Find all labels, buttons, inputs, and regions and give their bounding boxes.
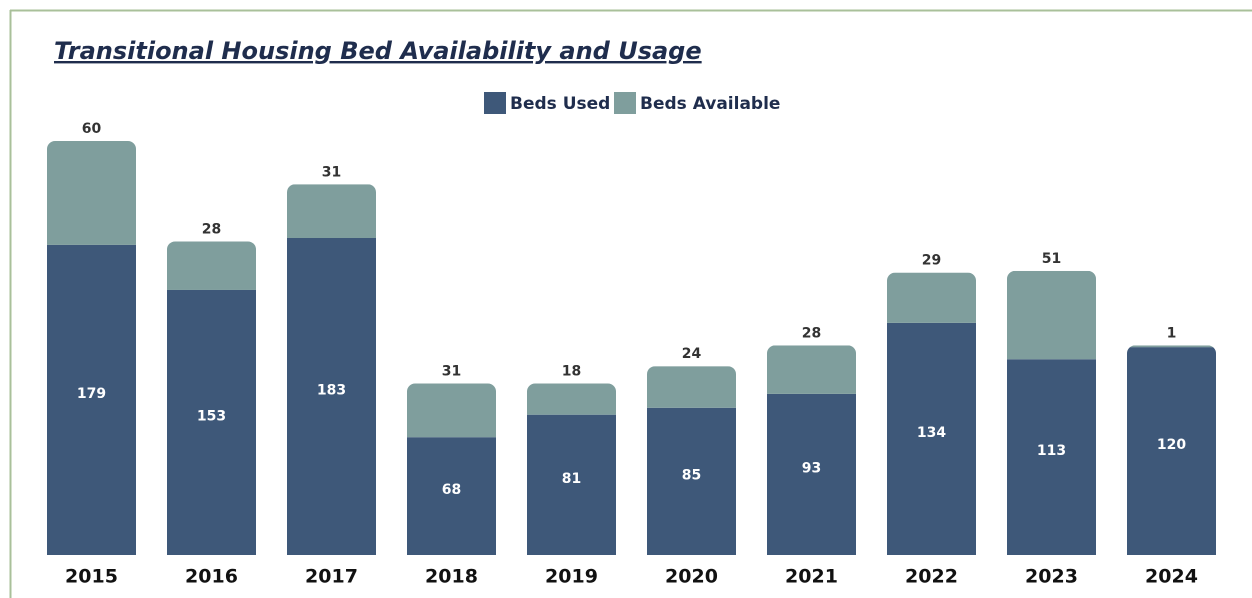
segment-label: 93 [802, 460, 821, 476]
bar-segment [887, 272, 976, 323]
bar-segment [407, 383, 496, 438]
segment-label: 18 [562, 364, 581, 380]
segment-label: 85 [682, 467, 701, 483]
segment-label: 179 [77, 386, 106, 402]
segment-label: 68 [442, 482, 461, 498]
bar-group [1127, 345, 1216, 555]
legend-swatch [484, 92, 506, 114]
x-tick-label: 2018 [425, 566, 478, 588]
bar-group [527, 383, 616, 555]
bar-group [647, 366, 736, 555]
bar-group [767, 345, 856, 555]
bar-segment [767, 345, 856, 394]
bar-group [887, 272, 976, 555]
bar-segment [407, 437, 496, 555]
segment-label: 31 [442, 364, 461, 380]
segment-label: 60 [82, 121, 102, 137]
x-tick-label: 2023 [1025, 566, 1078, 588]
x-tick-label: 2019 [545, 566, 598, 588]
segment-label: 81 [562, 471, 581, 487]
bar-segment [287, 238, 376, 555]
segment-label: 120 [1157, 437, 1186, 453]
segment-label: 51 [1042, 251, 1061, 267]
bar-segment [287, 184, 376, 239]
segment-label: 24 [682, 346, 702, 362]
segment-label: 31 [322, 164, 341, 180]
x-tick-label: 2017 [305, 566, 358, 588]
bar-segment [647, 366, 736, 408]
x-tick-label: 2020 [665, 566, 718, 588]
bar-segment [1127, 345, 1216, 348]
legend-swatch [614, 92, 636, 114]
bar-segment [887, 322, 976, 555]
bar-segment [647, 407, 736, 555]
bar-segment [47, 141, 136, 245]
bar-segment [767, 393, 856, 555]
segment-label: 113 [1037, 443, 1066, 459]
bar-segment [527, 414, 616, 555]
segment-label: 1 [1167, 325, 1177, 341]
bar-segment [167, 241, 256, 290]
bar-segment [47, 244, 136, 556]
segment-label: 29 [922, 253, 941, 269]
legend-label: Beds Available [640, 94, 780, 114]
x-tick-label: 2016 [185, 566, 238, 588]
segment-label: 134 [917, 425, 946, 441]
bar-group [1007, 270, 1096, 555]
x-tick-label: 2015 [65, 566, 118, 588]
bar-segment [1127, 347, 1216, 555]
x-tick-label: 2021 [785, 566, 838, 588]
bar-segment [1007, 270, 1096, 360]
bar-group [167, 241, 256, 555]
bar-group [407, 383, 496, 555]
segment-label: 153 [197, 408, 226, 424]
bar-segment [527, 383, 616, 415]
bar-segment [167, 289, 256, 555]
segment-label: 183 [317, 383, 346, 399]
x-tick-label: 2024 [1145, 566, 1198, 588]
bar-group [47, 141, 136, 556]
chart-title: Transitional Housing Bed Availability an… [54, 37, 702, 65]
segment-label: 28 [202, 221, 221, 237]
bar-group [287, 184, 376, 555]
legend-label: Beds Used [510, 94, 610, 114]
bar-segment [1007, 359, 1096, 555]
x-tick-label: 2022 [905, 566, 958, 588]
segment-label: 28 [802, 325, 821, 341]
